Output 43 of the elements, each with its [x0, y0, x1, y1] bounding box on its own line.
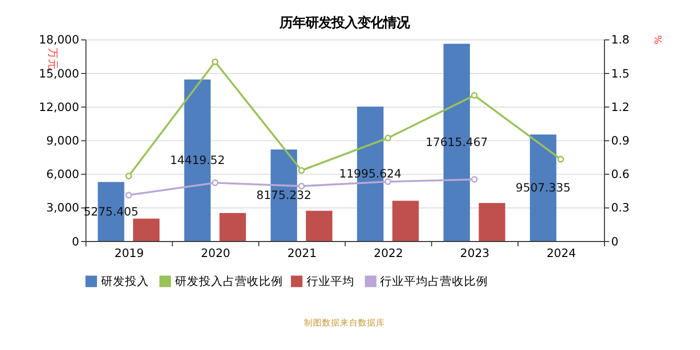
bar: [306, 210, 332, 242]
point: [125, 172, 132, 180]
point: [471, 92, 478, 99]
x-tick-label: 2023: [460, 246, 490, 260]
bar: [478, 202, 506, 242]
y2-tick-label: 0.6: [611, 167, 630, 182]
y-tick-label: 0: [72, 234, 80, 248]
text: 制图数据来自数据库: [304, 318, 386, 329]
y2-tick-label: 0.9: [611, 134, 630, 148]
y-tick-label: 9,000: [46, 134, 80, 148]
data-label: 14419.52: [170, 153, 225, 168]
y2-tick-label: 1.5: [611, 66, 630, 80]
data-label: 5275.405: [84, 204, 139, 218]
point: [212, 179, 218, 186]
x-tick-label: 2021: [287, 246, 317, 260]
y-tick-label: 3,000: [46, 200, 80, 215]
legend-label: 研发投入: [100, 274, 149, 288]
legend-label: 行业平均: [306, 274, 354, 288]
y-tick-label: 18,000: [38, 32, 80, 47]
x-tick-label: 2020: [200, 246, 230, 260]
x-tick-label: 2024: [546, 246, 576, 260]
y2-tick-label: 1.8: [611, 32, 630, 47]
x-tick-label: 2022: [374, 246, 404, 260]
bar: [133, 218, 160, 242]
y2-axis-title: %: [651, 35, 662, 44]
legend-label: 行业平均占营收比例: [380, 274, 488, 288]
bar: [392, 200, 419, 242]
point: [125, 192, 132, 198]
x-tick-label: 2019: [114, 246, 144, 260]
y-tick-label: 6,000: [46, 167, 80, 182]
y2-tick-label: 0.3: [611, 200, 630, 215]
point: [384, 134, 392, 142]
point: [557, 156, 564, 163]
y2-tick-label: 0: [611, 234, 619, 248]
y2-tick-label: 1.2: [611, 100, 630, 114]
point: [298, 182, 305, 190]
point: [471, 176, 478, 183]
chart-title: 历年研发投入变化情况: [278, 14, 411, 31]
point: [212, 58, 218, 66]
point: [298, 167, 305, 174]
bar: [220, 213, 246, 242]
legend-label: 研发投入占营收比例: [174, 274, 283, 288]
y-tick-label: 12,000: [38, 100, 80, 114]
